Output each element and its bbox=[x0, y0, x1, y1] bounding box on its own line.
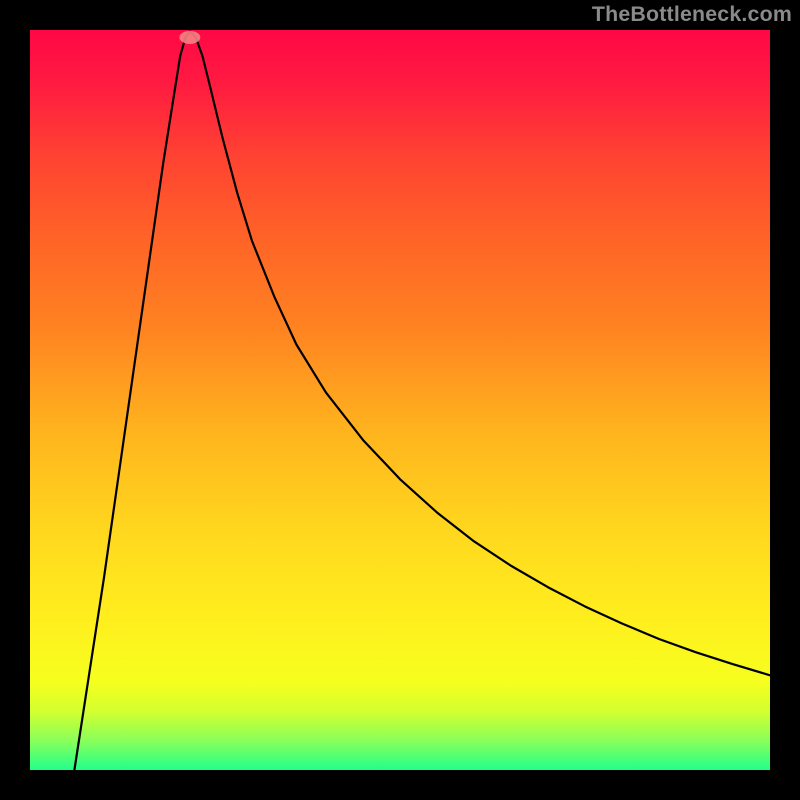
bottleneck-marker bbox=[180, 31, 200, 43]
chart-svg bbox=[0, 0, 800, 800]
chart-stage: TheBottleneck.com bbox=[0, 0, 800, 800]
plot-background bbox=[30, 30, 770, 770]
watermark-text: TheBottleneck.com bbox=[592, 2, 792, 27]
